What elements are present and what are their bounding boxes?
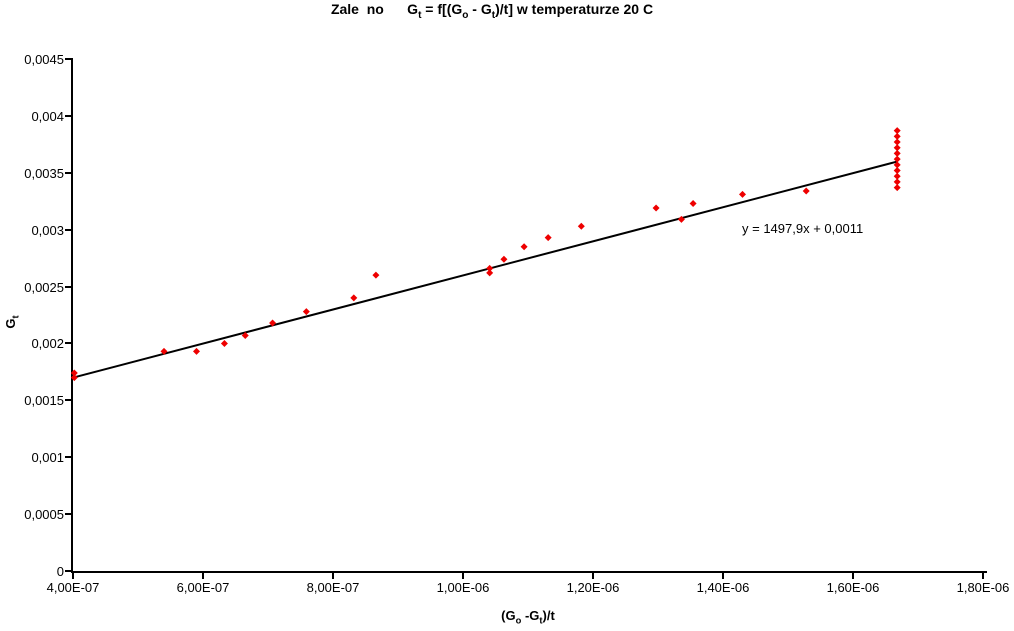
data-point <box>689 199 697 207</box>
y-axis-tick-mark <box>65 456 72 459</box>
title-segment: = f[(G <box>421 1 463 17</box>
title-segment: t <box>491 9 496 21</box>
data-point <box>486 264 494 272</box>
data-point <box>70 369 78 377</box>
data-point <box>893 155 901 163</box>
data-point <box>544 234 552 242</box>
y-axis-tick-mark <box>65 285 72 288</box>
title-segment: o <box>462 9 469 21</box>
y-axis-tick-label: 0,003 <box>31 222 64 238</box>
title-segment: (G <box>501 608 516 623</box>
x-axis-tick-mark <box>722 573 724 579</box>
y-axis-tick-label: 0,001 <box>31 450 64 466</box>
data-point <box>500 255 508 263</box>
y-axis-tick-label: 0,004 <box>31 108 64 124</box>
x-axis-tick-mark <box>982 573 984 579</box>
data-point <box>220 339 228 347</box>
data-point <box>160 347 168 355</box>
data-point <box>652 204 660 212</box>
data-point <box>893 167 901 175</box>
x-axis-tick-label: 1,40E-06 <box>696 580 750 595</box>
y-axis-tick-mark <box>65 399 72 402</box>
title-segment: t <box>539 615 543 626</box>
y-axis-tick-label: 0,0015 <box>24 393 64 409</box>
data-point <box>893 161 901 169</box>
y-axis-tick-label: 0 <box>56 564 64 579</box>
data-point <box>893 144 901 152</box>
data-point <box>520 243 528 251</box>
y-axis-tick-label: 0,0045 <box>24 52 64 67</box>
data-point <box>802 187 810 195</box>
y-axis-tick-mark <box>65 58 72 60</box>
y-axis-tick-mark <box>65 171 72 174</box>
y-axis-tick-mark <box>65 570 72 572</box>
title-segment: Zale no G <box>330 1 419 17</box>
x-axis-tick-label: 1,00E-06 <box>436 580 490 595</box>
x-axis-tick-label: 1,20E-06 <box>566 580 620 595</box>
y-axis-tick-mark <box>65 228 72 231</box>
trendline-equation-label: y = 1497,9x + 0,0011 <box>742 221 864 236</box>
data-point <box>893 132 901 140</box>
data-point <box>193 347 200 355</box>
title-segment: - G <box>468 1 492 17</box>
trendline <box>74 160 898 379</box>
x-axis-tick-mark <box>72 573 74 579</box>
title-segment: )/t] w temperaturze 20 C <box>495 1 654 17</box>
x-axis-tick-mark <box>462 573 464 579</box>
data-point <box>302 308 310 316</box>
y-axis-tick-mark <box>65 114 72 117</box>
x-axis-tick-mark <box>332 573 334 579</box>
x-axis-tick-mark <box>592 573 594 579</box>
data-point <box>893 178 901 186</box>
data-point <box>739 190 746 198</box>
data-point <box>577 222 585 230</box>
x-axis-tick-label: 1,60E-06 <box>826 580 880 595</box>
data-point <box>372 271 380 279</box>
x-axis-tick-label: 4,00E-07 <box>46 580 100 595</box>
x-axis-tick-label: 1,80E-06 <box>956 580 1010 595</box>
x-axis-tick-mark <box>202 573 204 579</box>
x-axis-tick-label: 8,00E-07 <box>306 580 360 595</box>
x-axis-tick-mark <box>852 573 854 579</box>
x-axis-tick-label: 6,00E-07 <box>176 580 230 595</box>
y-axis-tick-mark <box>65 342 72 345</box>
title-segment: t <box>418 9 422 21</box>
data-point <box>893 138 901 146</box>
y-axis-tick-label: 0,0025 <box>24 279 64 295</box>
title-segment: -G <box>521 608 540 623</box>
data-point <box>269 319 277 327</box>
data-point <box>70 374 78 382</box>
data-point <box>893 149 901 157</box>
y-axis-tick-label: 0,0035 <box>24 165 64 181</box>
plot-canvas <box>70 127 901 382</box>
y-axis-tick-label: 0,0005 <box>24 507 64 523</box>
data-point <box>350 294 358 302</box>
x-axis-title: (Go -Gt)/t <box>73 608 983 626</box>
data-point <box>893 127 901 135</box>
data-point <box>893 184 901 192</box>
title-segment: t <box>10 315 21 319</box>
title-segment: G <box>3 318 18 329</box>
x-axis-line <box>71 571 987 573</box>
title-segment: )/t <box>542 608 555 623</box>
y-axis-tick-mark <box>65 513 72 516</box>
data-point <box>486 269 494 277</box>
chart-title: Zale no Gt = f[(Go - Gt)/t] w temperatur… <box>0 1 984 21</box>
y-axis-tick-label: 0,002 <box>31 336 64 352</box>
y-axis-line <box>71 58 73 573</box>
data-point <box>677 215 685 223</box>
data-point <box>893 172 901 180</box>
title-segment: o <box>515 615 522 626</box>
data-point <box>241 331 249 339</box>
